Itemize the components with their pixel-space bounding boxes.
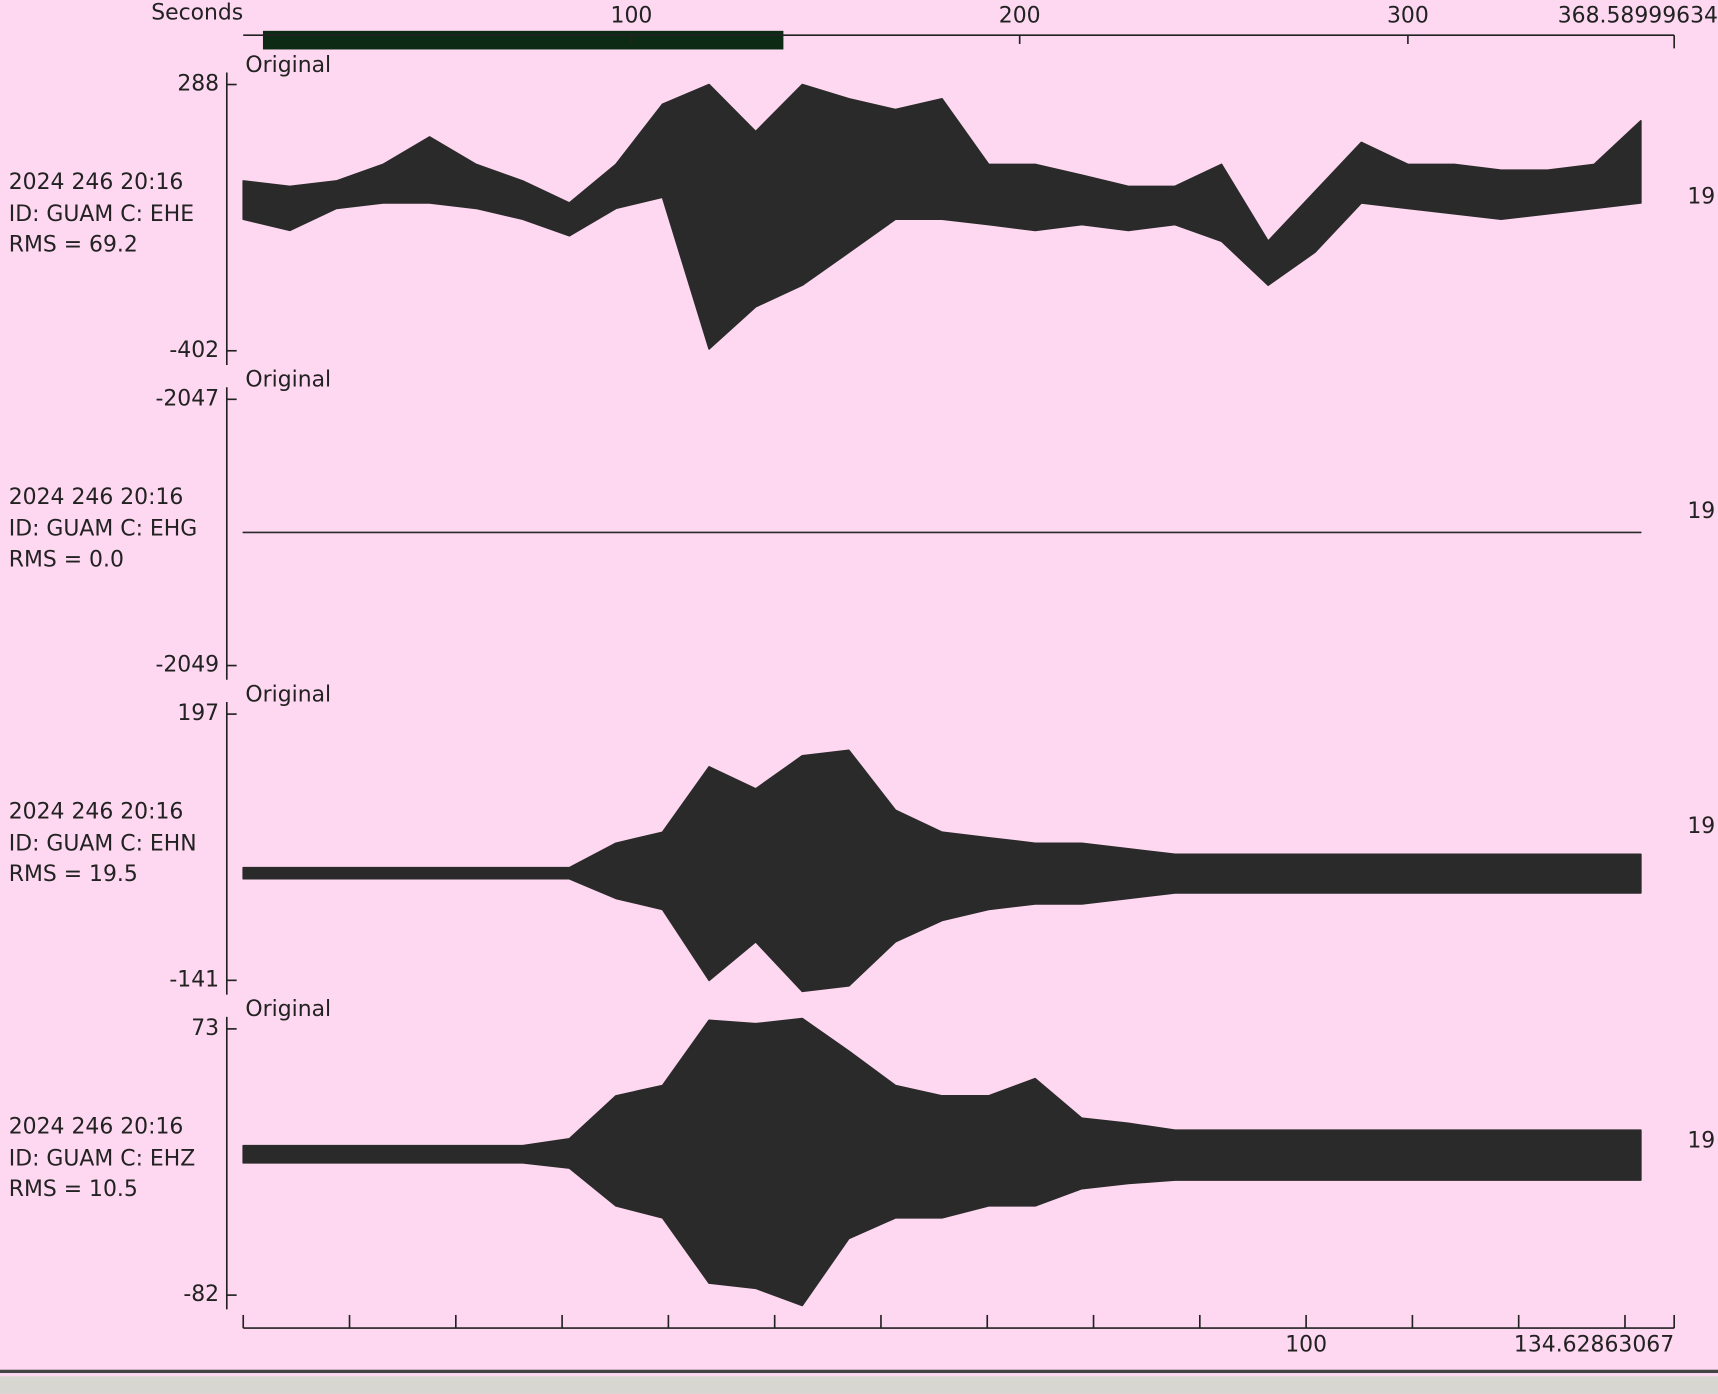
y-tick-label: 197 [177, 701, 219, 726]
tick-label: 134.62863067 [1514, 1333, 1674, 1358]
status-bar [0, 1376, 1718, 1394]
y-tick-label: -82 [183, 1282, 219, 1307]
trace-rms: RMS = 69.2 [9, 233, 138, 258]
trace-time: 2024 246 20:16 [9, 800, 184, 825]
y-tick-label: 288 [177, 72, 219, 97]
trace-id: ID: GUAM C: EHE [9, 202, 194, 227]
tick-label: 100 [611, 4, 653, 29]
y-tick-label: -2047 [155, 386, 219, 411]
waveform [242, 1017, 1642, 1307]
tick-label: 200 [999, 4, 1041, 29]
tick-label: 100 [1285, 1333, 1327, 1358]
axis-title: Seconds [151, 0, 243, 25]
trace-id: ID: GUAM C: EHN [9, 831, 197, 856]
trace-rms: RMS = 0.0 [9, 547, 124, 572]
trace-time: 2024 246 20:16 [9, 485, 184, 510]
tick-label: 368.58999634 [1558, 4, 1718, 29]
trace-tag: Original [245, 997, 331, 1022]
right-label: 19 [1687, 499, 1715, 524]
tick-label: 300 [1387, 4, 1429, 29]
trace-time: 2024 246 20:16 [9, 170, 184, 195]
trace-tag: Original [245, 368, 331, 393]
y-tick-label: -2049 [155, 653, 219, 678]
scroll-selector[interactable] [262, 30, 784, 50]
right-label: 19 [1687, 184, 1715, 209]
trace-id: ID: GUAM C: EHZ [9, 1146, 195, 1171]
trace-tag: Original [245, 682, 331, 707]
right-label: 19 [1687, 1129, 1715, 1154]
waveform [242, 83, 1642, 350]
y-tick-label: 73 [191, 1016, 219, 1041]
trace-tag: Original [245, 53, 331, 78]
trace-time: 2024 246 20:16 [9, 1114, 184, 1139]
trace-id: ID: GUAM C: EHG [9, 517, 197, 542]
trace-rms: RMS = 10.5 [9, 1177, 138, 1202]
y-tick-label: -141 [169, 967, 219, 992]
right-label: 19 [1687, 814, 1715, 839]
window-border [0, 1369, 1718, 1374]
y-tick-label: -402 [169, 338, 219, 363]
waveform [242, 749, 1642, 993]
trace-rms: RMS = 19.5 [9, 862, 138, 887]
